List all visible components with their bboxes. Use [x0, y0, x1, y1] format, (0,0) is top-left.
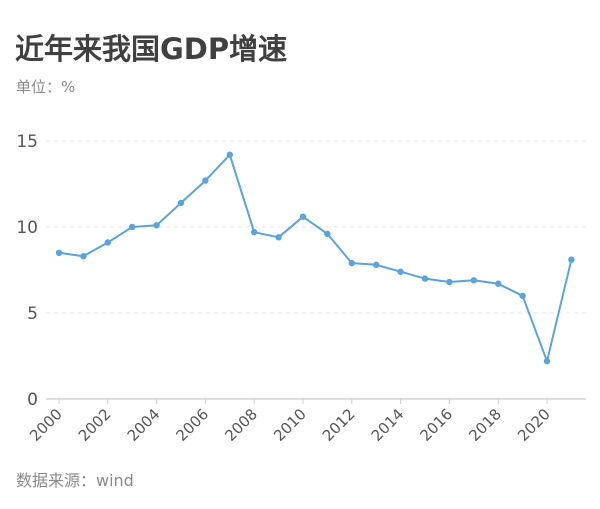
data-point [129, 223, 136, 231]
data-point [519, 292, 526, 299]
data-point [446, 278, 453, 286]
y-axis: 0 5 10 15 [16, 132, 38, 410]
x-tick-label: 2004 [124, 405, 164, 445]
y-tick-label: 10 [16, 218, 38, 238]
x-tick-label: 2020 [514, 405, 554, 445]
data-point [226, 151, 233, 158]
data-point [299, 213, 307, 220]
chart-title: 近年来我国GDP增速 [15, 32, 288, 66]
data-point [470, 277, 477, 284]
data-point [543, 357, 551, 365]
x-tick-label: 2008 [221, 405, 261, 445]
x-tick-label: 2002 [75, 405, 115, 445]
y-tick-label: 0 [27, 390, 38, 410]
x-tick-label: 2010 [270, 405, 310, 445]
series-gdp-growth [55, 151, 575, 365]
data-source: 数据来源：wind [16, 471, 134, 490]
y-tick-label: 15 [16, 132, 38, 152]
data-point [251, 228, 258, 236]
x-tick-label: 2012 [319, 405, 359, 445]
x-tick-label: 2014 [368, 405, 408, 445]
data-point [373, 261, 380, 269]
data-point [177, 199, 185, 207]
series-line [58, 153, 573, 363]
x-tick-label: 2018 [465, 405, 505, 445]
x-tick-label: 2006 [172, 405, 212, 445]
data-point [495, 280, 502, 287]
data-point [153, 222, 160, 229]
x-tick-label: 2000 [26, 405, 66, 445]
data-point [324, 230, 331, 238]
x-axis: 2000 2002 2004 2006 2008 2010 2012 2014 2016 2018… [26, 398, 586, 445]
data-point [568, 256, 575, 263]
data-point [275, 234, 282, 241]
data-point [397, 268, 404, 275]
data-point [348, 259, 355, 267]
data-point [202, 177, 209, 184]
data-point [55, 249, 63, 256]
data-point [80, 253, 87, 260]
y-tick-label: 5 [27, 304, 38, 324]
x-tick-label: 2016 [416, 405, 456, 445]
unit-label: 单位：% [16, 78, 76, 96]
data-point [104, 239, 112, 246]
data-point [421, 275, 429, 282]
